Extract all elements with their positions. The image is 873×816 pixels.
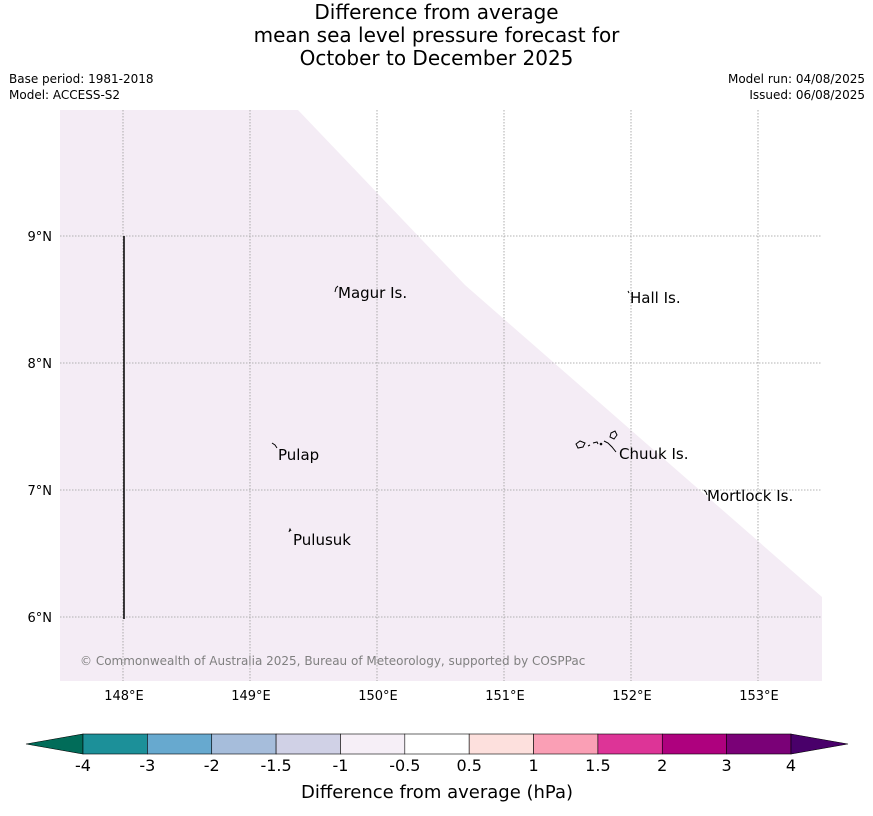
- island-hall: [627, 290, 630, 294]
- island-pulusuk: [288, 527, 292, 533]
- colorbar-segment: [211, 733, 277, 755]
- colorbar-segment: [597, 733, 663, 755]
- issued-date: Issued: 06/08/2025: [749, 88, 865, 102]
- place-label-chuuk: Chuuk Is.: [619, 445, 688, 463]
- map-title-line-1: Difference from average: [314, 0, 559, 24]
- colorbar-segments: [82, 733, 792, 755]
- colorbar-segment: [661, 733, 727, 755]
- colorbar-segment: [340, 733, 406, 755]
- lat-label-8: 8°N: [28, 357, 53, 372]
- colorbar-tick-label: 4: [786, 756, 796, 775]
- colorbar-tick-label: -4: [75, 756, 91, 775]
- gridlines: [60, 110, 822, 681]
- lat-label-9: 9°N: [28, 230, 53, 245]
- island-chuuk: [575, 430, 618, 453]
- lon-label-151: 151°E: [485, 689, 525, 704]
- colorbar-tick-label: 1: [528, 756, 538, 775]
- colorbar: -4 -3 -2 -1.5 -1 -0.5 0.5 1 1.5 2 3 4 Difference fr…: [25, 733, 849, 803]
- model-run: Model run: 04/08/2025: [727, 72, 865, 86]
- colorbar-tick-label: 1.5: [585, 756, 610, 775]
- meta-right: Model run: 04/08/2025 Issued: 06/08/2025: [728, 71, 865, 103]
- lon-label-150: 150°E: [358, 689, 398, 704]
- colorbar-extend-low: [25, 733, 84, 755]
- place-label-mortlock: Mortlock Is.: [707, 487, 793, 505]
- lon-label-153: 153°E: [739, 689, 779, 704]
- copyright-notice: © Commonwealth of Australia 2025, Bureau…: [80, 654, 585, 668]
- lon-label-148: 148°E: [104, 689, 144, 704]
- colorbar-title: Difference from average (hPa): [301, 782, 573, 803]
- base-period: Base period: 1981-2018: [9, 72, 154, 86]
- map-title-line-3: October to December 2025: [299, 46, 574, 70]
- colorbar-ticks: -4 -3 -2 -1.5 -1 -0.5 0.5 1 1.5 2 3 4: [75, 756, 796, 775]
- colorbar-tick-label: 2: [657, 756, 667, 775]
- colorbar-segment: [82, 733, 148, 755]
- colorbar-segment: [275, 733, 341, 755]
- place-label-magur: Magur Is.: [338, 284, 407, 302]
- colorbar-tick-label: -3: [139, 756, 155, 775]
- lat-label-6: 6°N: [28, 611, 53, 626]
- forecast-fill-region: [60, 110, 822, 681]
- meta-left: Base period: 1981-2018 Model: ACCESS-S2: [9, 71, 154, 103]
- colorbar-segment: [404, 733, 470, 755]
- map-title-line-2: mean sea level pressure forecast for: [253, 23, 620, 47]
- island-shapes: [271, 285, 708, 533]
- lat-label-7: 7°N: [28, 484, 53, 499]
- colorbar-tick-label: -0.5: [389, 756, 420, 775]
- island-pulap: [271, 442, 278, 449]
- colorbar-tick-label: -2: [204, 756, 220, 775]
- place-label-pulap: Pulap: [278, 446, 319, 464]
- colorbar-extend-high: [790, 733, 849, 755]
- model-name: Model: ACCESS-S2: [9, 88, 121, 102]
- colorbar-tick-label: 3: [722, 756, 732, 775]
- place-label-pulusuk: Pulusuk: [293, 531, 351, 549]
- lon-label-149: 149°E: [231, 689, 271, 704]
- colorbar-tick-label: -1: [332, 756, 348, 775]
- colorbar-segment: [468, 733, 534, 755]
- colorbar-tick-label: -1.5: [260, 756, 291, 775]
- island-mortlock: [703, 489, 708, 496]
- lon-label-152: 152°E: [612, 689, 652, 704]
- colorbar-segment: [726, 733, 792, 755]
- colorbar-segment: [533, 733, 599, 755]
- place-label-hall: Hall Is.: [630, 289, 681, 307]
- colorbar-segment: [147, 733, 213, 755]
- colorbar-tick-label: 0.5: [456, 756, 481, 775]
- island-magur: [334, 285, 339, 293]
